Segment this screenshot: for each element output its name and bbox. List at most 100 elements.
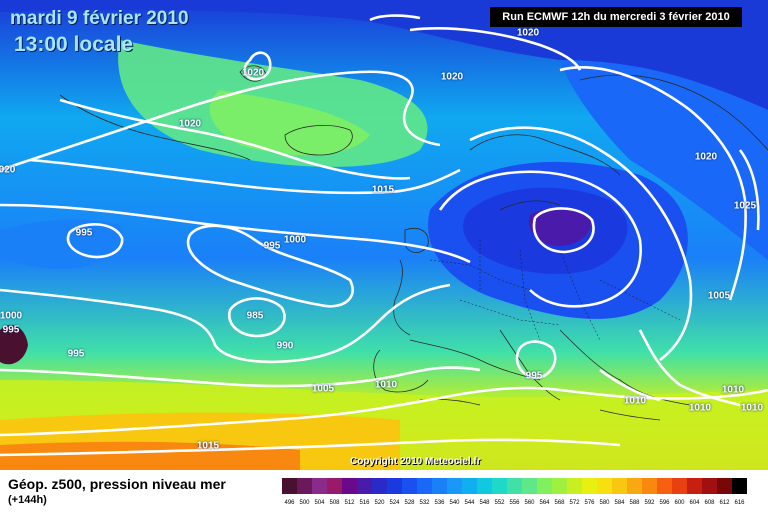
isobar-1020-east	[559, 66, 747, 301]
isobar-label: 1020	[440, 71, 464, 83]
legend-forecast-range: (+144h)	[8, 494, 47, 506]
isobar-1020-greenland	[243, 51, 272, 81]
isobar-label: 020	[0, 164, 16, 176]
isobar-1010-south	[0, 386, 768, 437]
color-scale-cell	[732, 478, 747, 494]
map-date: mardi 9 février 2010	[10, 8, 189, 29]
color-scale-tick-label: 588	[629, 500, 640, 506]
z500-ridge-core	[209, 90, 370, 156]
isobar-985-europe-low	[532, 207, 595, 254]
color-scale-cell	[537, 478, 552, 494]
color-scale-cell	[642, 478, 657, 494]
color-scale-cell	[402, 478, 417, 494]
color-scale-cell	[297, 478, 312, 494]
color-scale-cell	[432, 478, 447, 494]
color-scale-tick-label: 564	[539, 500, 550, 506]
isobar-label: 1020	[516, 27, 540, 39]
color-scale-tick-label: 600	[674, 500, 685, 506]
isobar-1020-north	[0, 70, 441, 172]
isobar-1020-top-west	[369, 14, 421, 22]
color-scale-tick-label: 592	[644, 500, 655, 506]
weather-map: mardi 9 février 2010 13:00 locale Run EC…	[0, 0, 768, 470]
color-scale-tick-label: 504	[314, 500, 325, 506]
color-scale-tick-label: 568	[554, 500, 565, 506]
color-scale-tick-label: 524	[389, 500, 400, 506]
isobar-label: 1025	[733, 200, 757, 212]
borders	[429, 240, 681, 341]
isobar-label: 1005	[707, 290, 731, 302]
map-canvas	[0, 0, 768, 470]
isobar-995-central	[186, 224, 354, 308]
color-scale-cell	[342, 478, 357, 494]
color-scale-tick-label: 616	[734, 500, 745, 506]
color-scale-tick-label: 548	[479, 500, 490, 506]
color-scale-cell	[597, 478, 612, 494]
color-scale-cell	[327, 478, 342, 494]
isobar-label: 1010	[623, 395, 647, 407]
color-scale-tick-label: 532	[419, 500, 430, 506]
isobar-1000	[0, 203, 471, 264]
isobar-label: 1010	[721, 384, 745, 396]
color-scale-cell	[582, 478, 597, 494]
z500-low-center	[529, 207, 591, 246]
isobar-label: 995	[75, 227, 93, 239]
color-scale-cell	[477, 478, 492, 494]
legend-title: Géop. z500, pression niveau mer	[8, 476, 226, 492]
color-scale-cell	[627, 478, 642, 494]
isobar-label: 1015	[371, 184, 395, 196]
isobar-label: 995	[67, 348, 85, 360]
color-scale-cell	[507, 478, 522, 494]
isobar-label: 985	[246, 310, 264, 322]
color-scale-cell	[552, 478, 567, 494]
color-scale-cell	[717, 478, 732, 494]
isobar-1015	[29, 158, 461, 195]
legend-panel: Géop. z500, pression niveau mer (+144h) …	[0, 470, 768, 512]
color-scale-tick-label: 496	[284, 500, 295, 506]
isobar-995-europe	[438, 170, 642, 308]
color-scale-cell	[357, 478, 372, 494]
color-scale-cell	[447, 478, 462, 494]
z500-band-north	[0, 0, 768, 120]
copyright-notice: Copyright 2010 Meteociel.fr	[350, 456, 481, 467]
color-scale-cell	[612, 478, 627, 494]
color-scale-cell	[687, 478, 702, 494]
isobar-1015-south	[0, 438, 621, 457]
color-scale-cell	[387, 478, 402, 494]
isobar-label: 995	[2, 324, 20, 336]
map-local-time: 13:00 locale	[14, 33, 134, 56]
color-scale-tick-label: 508	[329, 500, 340, 506]
z500-east-band	[560, 60, 768, 260]
color-scale-tick-label: 572	[569, 500, 580, 506]
isobar-1020-mid	[59, 98, 411, 180]
color-scale-cell	[657, 478, 672, 494]
color-scale-tick-label: 500	[299, 500, 310, 506]
color-scale-tick-label: 580	[599, 500, 610, 506]
color-scale-tick-label: 528	[404, 500, 415, 506]
color-scale-tick-label: 608	[704, 500, 715, 506]
color-scale-tick-label: 520	[374, 500, 385, 506]
color-scale-cell	[282, 478, 297, 494]
color-scale-cell	[567, 478, 582, 494]
isobar-995-west	[66, 222, 124, 259]
isobar-label: 995	[263, 240, 281, 252]
isobar-985	[228, 297, 286, 338]
color-scale-cell	[312, 478, 327, 494]
color-scale-cell	[462, 478, 477, 494]
isobar-label: 1015	[196, 440, 220, 452]
color-scale-tick-label: 604	[689, 500, 700, 506]
color-scale-cell	[672, 478, 687, 494]
isobar-label: 1020	[694, 151, 718, 163]
color-scale-tick-label: 540	[449, 500, 460, 506]
isobar-995-adriatic	[515, 340, 557, 380]
isobar-label: 1010	[374, 379, 398, 391]
color-scale-tick-label: 612	[719, 500, 730, 506]
color-scale-bar	[282, 478, 747, 494]
isobar-label: 1005	[311, 383, 335, 395]
color-scale-cell	[702, 478, 717, 494]
isobar-label: 1010	[740, 402, 764, 414]
color-scale-tick-label: 544	[464, 500, 475, 506]
isobar-1005	[0, 366, 481, 388]
isobar-label: 1010	[688, 402, 712, 414]
isobar-label: 990	[276, 340, 294, 352]
color-scale-tick-label: 552	[494, 500, 505, 506]
